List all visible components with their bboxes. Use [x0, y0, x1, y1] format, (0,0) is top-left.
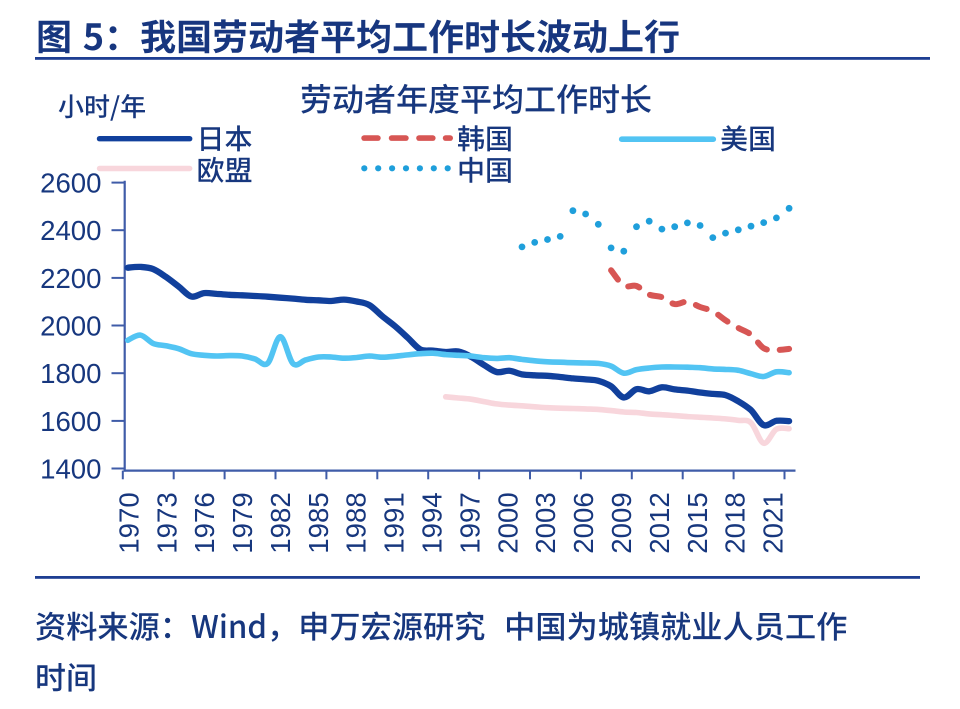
svg-text:2018: 2018: [720, 492, 751, 553]
svg-text:1976: 1976: [189, 492, 220, 553]
svg-text:2000: 2000: [40, 310, 101, 341]
svg-text:1997: 1997: [454, 492, 485, 553]
svg-text:2600: 2600: [40, 168, 101, 199]
svg-text:2400: 2400: [40, 215, 101, 246]
svg-text:2012: 2012: [644, 492, 675, 553]
svg-text:2015: 2015: [682, 492, 713, 553]
svg-text:2003: 2003: [530, 492, 561, 553]
svg-text:1979: 1979: [227, 492, 258, 553]
svg-text:2200: 2200: [40, 263, 101, 294]
svg-text:2021: 2021: [758, 492, 789, 553]
svg-text:1800: 1800: [40, 358, 101, 389]
svg-text:1973: 1973: [151, 492, 182, 553]
svg-text:1400: 1400: [40, 453, 101, 484]
svg-text:1988: 1988: [341, 492, 372, 553]
svg-text:1994: 1994: [417, 492, 448, 553]
svg-text:1991: 1991: [379, 492, 410, 553]
svg-text:1970: 1970: [113, 492, 144, 553]
svg-text:1600: 1600: [40, 406, 101, 437]
svg-text:2000: 2000: [492, 492, 523, 553]
svg-text:2009: 2009: [606, 492, 637, 553]
svg-text:2006: 2006: [568, 492, 599, 553]
svg-text:1985: 1985: [303, 492, 334, 553]
svg-text:1982: 1982: [265, 492, 296, 553]
